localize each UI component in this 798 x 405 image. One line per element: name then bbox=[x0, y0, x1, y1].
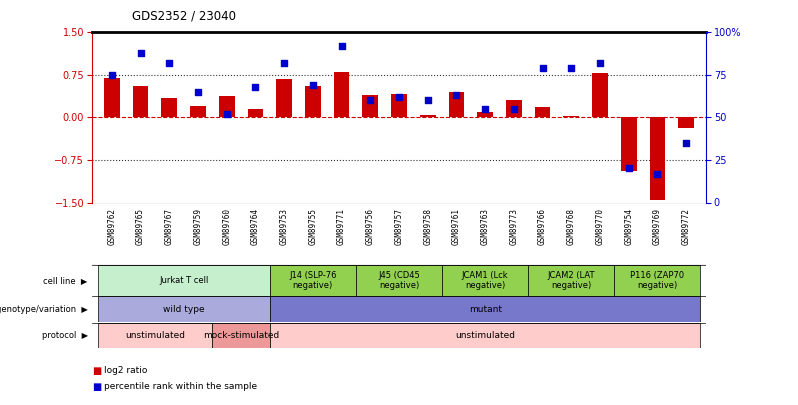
FancyBboxPatch shape bbox=[97, 265, 270, 296]
Text: ■: ■ bbox=[92, 382, 101, 392]
Bar bbox=[334, 72, 350, 117]
Text: GDS2352 / 23040: GDS2352 / 23040 bbox=[132, 9, 235, 22]
Point bbox=[479, 106, 492, 112]
Text: GSM89763: GSM89763 bbox=[480, 207, 490, 245]
Point bbox=[680, 140, 693, 146]
Text: J45 (CD45
negative): J45 (CD45 negative) bbox=[378, 271, 420, 290]
Point bbox=[306, 82, 319, 88]
Bar bbox=[247, 109, 263, 117]
Bar bbox=[161, 98, 177, 117]
Text: genotype/variation  ▶: genotype/variation ▶ bbox=[0, 305, 88, 314]
Bar bbox=[563, 116, 579, 117]
Point bbox=[594, 60, 606, 66]
Text: GSM89757: GSM89757 bbox=[394, 207, 404, 245]
Point bbox=[134, 49, 147, 56]
Point bbox=[393, 94, 405, 100]
Bar bbox=[477, 112, 493, 117]
Text: GSM89756: GSM89756 bbox=[365, 207, 375, 245]
Text: GSM89773: GSM89773 bbox=[509, 207, 519, 245]
Text: GSM89764: GSM89764 bbox=[251, 207, 260, 245]
Text: cell line  ▶: cell line ▶ bbox=[43, 276, 88, 285]
Bar bbox=[219, 96, 235, 117]
Text: GSM89761: GSM89761 bbox=[452, 207, 461, 245]
Text: GSM89760: GSM89760 bbox=[222, 207, 231, 245]
Bar bbox=[104, 78, 120, 117]
Bar bbox=[621, 117, 637, 171]
Point bbox=[105, 72, 118, 78]
FancyBboxPatch shape bbox=[97, 296, 270, 322]
Point bbox=[220, 111, 233, 117]
Text: P116 (ZAP70
negative): P116 (ZAP70 negative) bbox=[630, 271, 685, 290]
Text: wild type: wild type bbox=[163, 305, 204, 314]
Point bbox=[450, 92, 463, 98]
Bar bbox=[305, 86, 321, 117]
Text: GSM89767: GSM89767 bbox=[165, 207, 174, 245]
Point bbox=[163, 60, 176, 66]
Point bbox=[278, 60, 290, 66]
Text: unstimulated: unstimulated bbox=[125, 331, 185, 340]
Text: GSM89758: GSM89758 bbox=[423, 207, 433, 245]
Text: GSM89770: GSM89770 bbox=[595, 207, 605, 245]
FancyBboxPatch shape bbox=[212, 323, 270, 348]
FancyBboxPatch shape bbox=[270, 265, 356, 296]
Text: log2 ratio: log2 ratio bbox=[104, 366, 147, 375]
Text: GSM89772: GSM89772 bbox=[681, 207, 690, 245]
FancyBboxPatch shape bbox=[528, 265, 614, 296]
Point bbox=[565, 65, 578, 71]
Text: GSM89771: GSM89771 bbox=[337, 207, 346, 245]
Bar bbox=[362, 95, 378, 117]
Point bbox=[249, 83, 262, 90]
FancyBboxPatch shape bbox=[356, 265, 442, 296]
FancyBboxPatch shape bbox=[442, 265, 528, 296]
Text: JCAM2 (LAT
negative): JCAM2 (LAT negative) bbox=[547, 271, 595, 290]
Text: GSM89766: GSM89766 bbox=[538, 207, 547, 245]
Bar bbox=[132, 86, 148, 117]
Point bbox=[536, 65, 549, 71]
Text: Jurkat T cell: Jurkat T cell bbox=[159, 276, 208, 285]
Text: GSM89769: GSM89769 bbox=[653, 207, 662, 245]
Bar bbox=[678, 117, 694, 128]
Point bbox=[508, 106, 520, 112]
FancyBboxPatch shape bbox=[97, 323, 212, 348]
Text: GSM89755: GSM89755 bbox=[308, 207, 318, 245]
FancyBboxPatch shape bbox=[614, 265, 701, 296]
Point bbox=[421, 97, 434, 104]
Bar bbox=[650, 117, 666, 200]
Text: GSM89759: GSM89759 bbox=[193, 207, 203, 245]
Text: protocol  ▶: protocol ▶ bbox=[41, 331, 88, 340]
Text: GSM89768: GSM89768 bbox=[567, 207, 576, 245]
Point bbox=[364, 97, 377, 104]
Bar bbox=[190, 106, 206, 117]
FancyBboxPatch shape bbox=[270, 323, 701, 348]
Bar bbox=[448, 92, 464, 117]
Text: mock-stimulated: mock-stimulated bbox=[203, 331, 279, 340]
Text: percentile rank within the sample: percentile rank within the sample bbox=[104, 382, 257, 391]
Text: ■: ■ bbox=[92, 366, 101, 375]
Text: GSM89753: GSM89753 bbox=[279, 207, 289, 245]
Text: unstimulated: unstimulated bbox=[455, 331, 516, 340]
FancyBboxPatch shape bbox=[270, 296, 701, 322]
Bar bbox=[506, 100, 522, 117]
Text: GSM89754: GSM89754 bbox=[624, 207, 633, 245]
Bar bbox=[391, 94, 407, 117]
Point bbox=[335, 43, 348, 49]
Bar bbox=[592, 73, 608, 117]
Point bbox=[192, 89, 204, 95]
Point bbox=[622, 165, 635, 172]
Bar bbox=[420, 115, 436, 117]
Bar bbox=[535, 107, 551, 117]
Text: GSM89765: GSM89765 bbox=[136, 207, 145, 245]
Text: mutant: mutant bbox=[468, 305, 502, 314]
Text: GSM89762: GSM89762 bbox=[108, 207, 117, 245]
Text: JCAM1 (Lck
negative): JCAM1 (Lck negative) bbox=[462, 271, 508, 290]
Point bbox=[651, 171, 664, 177]
Text: J14 (SLP-76
negative): J14 (SLP-76 negative) bbox=[289, 271, 337, 290]
Bar bbox=[276, 79, 292, 117]
